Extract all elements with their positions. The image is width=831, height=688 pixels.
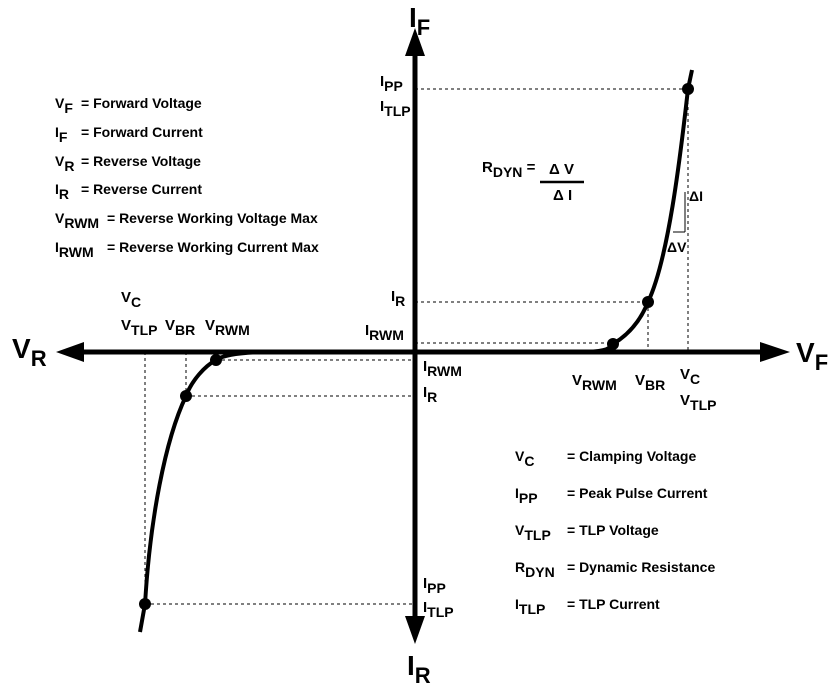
- ir-pos-label: IR: [391, 288, 406, 309]
- legend-item: VC = Clamping Voltage: [515, 448, 697, 469]
- legend-item: VTLP = TLP Voltage: [515, 522, 659, 543]
- if-axis-label: IF: [409, 2, 431, 40]
- if-axis-arrowhead: [405, 28, 425, 56]
- vr-axis-label: VR: [12, 333, 47, 371]
- irwm-neg-label: IRWM: [423, 358, 462, 379]
- vtlp-left-label: VTLP: [121, 317, 158, 338]
- vtlp-right-label: VTLP: [680, 392, 717, 413]
- ir-axis-arrowhead: [405, 616, 425, 644]
- point-vbr-left: [180, 390, 192, 402]
- legend-item: IRWM = Reverse Working Current Max: [55, 239, 319, 260]
- vc-right-label: VC: [680, 366, 701, 387]
- point-vbr-right: [642, 296, 654, 308]
- legend-item: IR = Reverse Current: [55, 181, 203, 202]
- vrwm-right-label: VRWM: [572, 372, 617, 393]
- ir-axis-label: IR: [407, 650, 431, 688]
- point-vc-left: [139, 598, 151, 610]
- delta-v-label: ΔV: [667, 239, 687, 255]
- forward-iv-curve: [579, 69, 694, 354]
- legend-item: VRWM = Reverse Working Voltage Max: [55, 210, 318, 231]
- vf-axis-label: VF: [796, 337, 829, 375]
- legend-item: RDYN = Dynamic Resistance: [515, 559, 716, 580]
- vrwm-left-label: VRWM: [205, 317, 250, 338]
- rdyn-denominator: Δ I: [553, 187, 573, 204]
- legend-item: IPP = Peak Pulse Current: [515, 485, 708, 506]
- delta-triangle: [673, 192, 686, 233]
- legend-item: IF = Forward Current: [55, 124, 203, 145]
- point-vrwm-left: [210, 354, 222, 366]
- reverse-iv-curve: [138, 350, 276, 633]
- rdyn-numerator: Δ V: [549, 161, 574, 178]
- vf-axis-arrowhead: [760, 342, 790, 362]
- itlp-top-label: ITLP: [380, 98, 411, 119]
- dashed-reference-lines: [144, 88, 689, 605]
- legend-item: VF = Forward Voltage: [55, 95, 202, 116]
- vc-left-label: VC: [121, 289, 142, 310]
- legend-item: VR = Reverse Voltage: [55, 153, 201, 174]
- vbr-right-label: VBR: [635, 372, 666, 393]
- irwm-pos-label: IRWM: [365, 322, 404, 343]
- vbr-left-label: VBR: [165, 317, 196, 338]
- ir-neg-label: IR: [423, 384, 438, 405]
- ipp-top-label: IPP: [380, 73, 403, 94]
- delta-i-label: ΔI: [689, 188, 703, 204]
- itlp-bottom-label: ITLP: [423, 599, 454, 620]
- ipp-bottom-label: IPP: [423, 575, 446, 596]
- rdyn-formula-lhs: RDYN =: [482, 159, 536, 180]
- point-vc-right: [682, 83, 694, 95]
- point-vrwm-right: [607, 338, 619, 350]
- curve-points: [139, 83, 694, 610]
- legend-item: ITLP = TLP Current: [515, 596, 660, 617]
- vr-axis-arrowhead: [56, 342, 84, 362]
